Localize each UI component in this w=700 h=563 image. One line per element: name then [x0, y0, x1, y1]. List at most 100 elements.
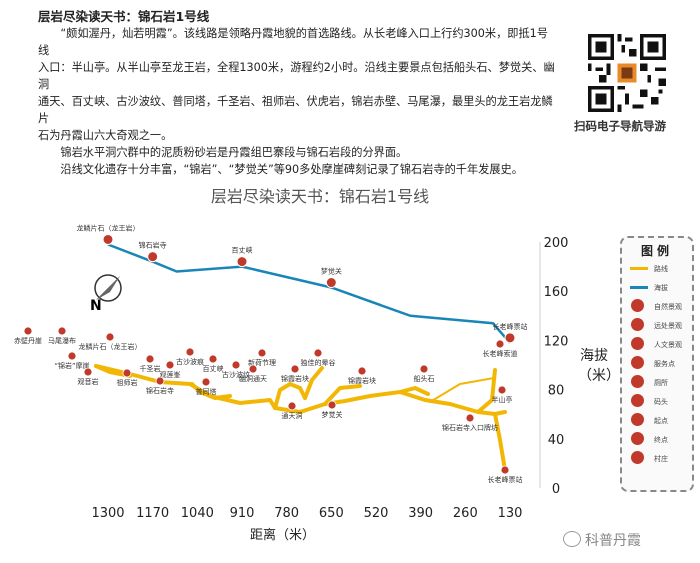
map-pin-icon — [67, 351, 77, 361]
legend-item: 起点 — [622, 411, 692, 430]
map-pin-icon — [465, 413, 475, 423]
x-axis: 1300 1170 1040 910 780 650 520 390 260 130 — [91, 506, 522, 521]
map-pin-icon — [165, 360, 175, 370]
map-pin-icon — [495, 339, 505, 349]
elevation-point — [236, 256, 248, 268]
map-pin-icon — [23, 326, 33, 336]
intro-line: 锦岩水平洞穴群中的泥质粉砂岩是丹霞组巴寨段与锦石岩段的分界面。 — [38, 146, 408, 159]
route-branch-banshan — [476, 368, 497, 414]
map-pin-icon — [201, 377, 211, 387]
map-label: 锦霞岩块 — [281, 374, 309, 383]
legend-item: 终点 — [622, 430, 692, 449]
pier-icon — [631, 394, 644, 407]
map-pin-icon — [248, 364, 258, 374]
legend-label: 路线 — [654, 265, 668, 273]
x-tick-label: 390 — [408, 506, 433, 521]
legend-item: 路线 — [622, 259, 692, 278]
chart-title: 层岩尽染读天书：锦石岩1号线 — [210, 187, 430, 206]
x-tick-label: 910 — [230, 506, 255, 521]
y-axis: 0 40 80 120 160 200 — [539, 236, 569, 497]
elevation-point — [102, 233, 114, 245]
wechat-icon — [563, 531, 581, 547]
service-icon — [631, 356, 644, 369]
elevation-line — [107, 243, 511, 344]
legend-label: 起点 — [654, 417, 668, 425]
elevation-point-label: 龙鳞片石（龙王岩） — [77, 223, 140, 232]
legend-item: 厕所 — [622, 373, 692, 392]
map-label: 新荷节理 — [248, 358, 276, 367]
map-label: 观音岩 — [78, 377, 99, 386]
culture-icon — [631, 337, 644, 350]
map-label: 长老峰票站 — [488, 475, 523, 484]
remote-view-icon — [631, 318, 644, 331]
map-label: 长老峰索道 — [483, 349, 518, 358]
legend-item: 人文景观 — [622, 335, 692, 354]
map-label: 古沙波纹 — [222, 370, 250, 379]
x-tick-label: 780 — [274, 506, 299, 521]
map-pin-icon — [83, 367, 93, 377]
scenic-spot-icon — [631, 299, 644, 312]
map-label: 千圣岩 — [140, 364, 161, 373]
elevation-point-label: 梦觉关 — [321, 267, 342, 276]
route-branch-tongtian — [273, 382, 307, 410]
map-pin-icon — [122, 368, 132, 378]
legend-label: 海拔 — [654, 284, 668, 292]
map-pin-icon — [145, 354, 155, 364]
route-loop — [429, 377, 495, 403]
intro-text: 层岩尽染读天书：锦石岩1号线 “颇如渥丹，灿若明霞”。该线路是领略丹霞地貌的首选… — [38, 8, 558, 178]
map-pin-icon — [419, 364, 429, 374]
intro-line: “颇如渥丹，灿若明霞”。该线路是领略丹霞地貌的首选路线。从长老峰入口上行约300… — [38, 27, 548, 57]
map-pin-icon — [287, 401, 297, 411]
map-label: 锦石岩寺入口牌坊 — [442, 423, 498, 432]
y-tick-label: 80 — [548, 384, 565, 399]
map-label: 古沙波痕 — [176, 357, 204, 366]
qr-caption: 扫码电子导航导游 — [574, 119, 666, 133]
map-pin-icon — [105, 332, 115, 342]
x-tick-label: 650 — [319, 506, 344, 521]
legend-panel: 图例 路线 海拔 自然景观 远处景观 人文景观 服务点 厕所 码头 起点 终点 村庄 — [620, 236, 694, 492]
map-pin-icon — [497, 385, 507, 395]
legend-item: 远处景观 — [622, 316, 692, 335]
map-pin-icon — [231, 360, 241, 370]
map-label: “锦岩”摩崖 — [54, 361, 89, 370]
map-label: 观莲峯 — [160, 370, 181, 379]
map-label: 赤壁丹崖 — [14, 336, 42, 345]
watermark: 科普丹霞 — [585, 533, 641, 549]
map-label: 通天洞 — [282, 411, 303, 420]
compass-n-label: N — [90, 298, 102, 314]
map-pin-icon — [208, 354, 218, 364]
legend-item: 服务点 — [622, 354, 692, 373]
x-tick-label: 130 — [498, 506, 523, 521]
map-pin-icon — [185, 347, 195, 357]
end-icon — [631, 432, 644, 445]
elevation-axis-label: 海拔（米） — [578, 348, 620, 384]
legend-item: 码头 — [622, 392, 692, 411]
map-label: 锦霞岩块 — [348, 376, 376, 385]
toilet-icon — [631, 375, 644, 388]
qr-code[interactable] — [588, 34, 666, 112]
map-label: 半山亭 — [492, 395, 513, 404]
legend-label: 厕所 — [654, 379, 668, 387]
intro-title: 层岩尽染读天书：锦石岩1号线 — [38, 9, 210, 24]
map-pin-icon — [357, 366, 367, 376]
map-pin-icon — [155, 376, 165, 386]
start-icon — [631, 413, 644, 426]
legend-label: 码头 — [654, 398, 668, 406]
route-main-path — [94, 364, 507, 416]
intro-line: 入口：半山亭。从半山亭至龙王岩，全程1300米，游程约2小时。沿线主要景点包括船… — [38, 61, 555, 91]
y-tick-label: 0 — [552, 482, 560, 497]
map-label: 龙鳞片石（龙王岩） — [79, 342, 142, 351]
map-label: 梦觉关 — [322, 410, 343, 419]
x-tick-label: 520 — [364, 506, 389, 521]
y-tick-label: 160 — [544, 285, 569, 300]
map-pin-icon — [500, 465, 510, 475]
x-tick-label: 260 — [453, 506, 478, 521]
elevation-line — [630, 286, 648, 289]
legend-label: 人文景观 — [654, 341, 682, 349]
x-tick-label: 1300 — [91, 506, 124, 521]
route-branch-menggu — [323, 384, 362, 406]
legend-label: 服务点 — [654, 360, 675, 368]
